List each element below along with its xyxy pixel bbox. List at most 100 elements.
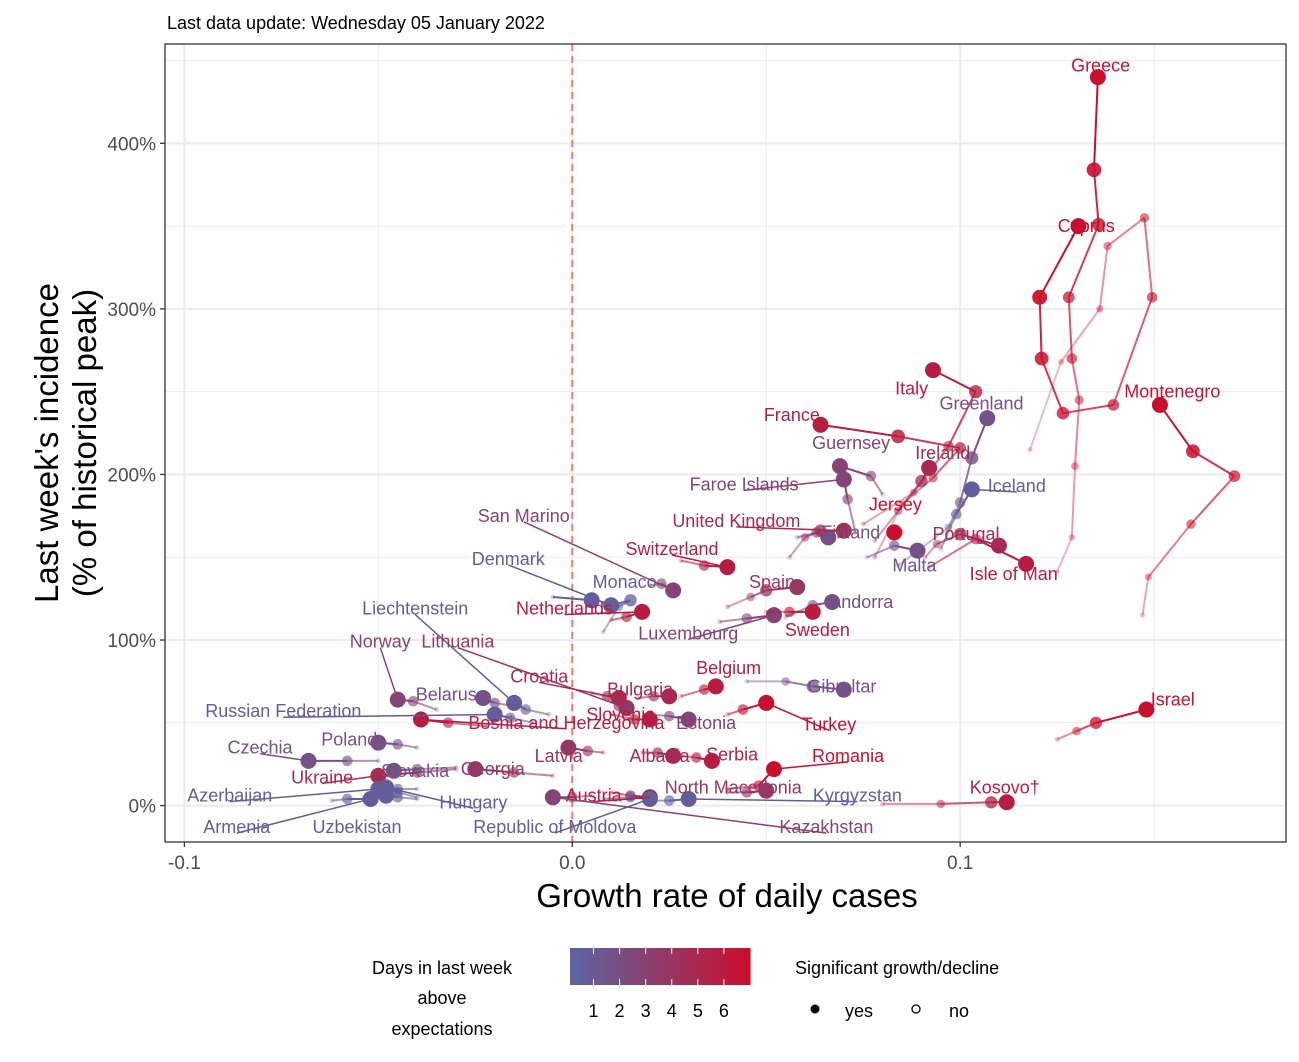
colorbar-label: 4: [667, 1001, 677, 1021]
series-point: [608, 617, 614, 623]
series-point: [392, 791, 404, 803]
series-point: [342, 755, 353, 767]
country-labels: Greece Cyprus Montenegro Italy France Greenla…: [187, 56, 1220, 838]
series-point: [969, 385, 983, 399]
country-label: North Macedonia: [665, 777, 803, 797]
y-tick-label: 100%: [107, 631, 156, 652]
series-point: [1144, 573, 1152, 581]
label-leader-line: [688, 614, 775, 641]
y-tick-label: 400%: [107, 134, 156, 155]
country-label: United Kingdom: [672, 511, 800, 531]
label-leader-line: [379, 647, 399, 700]
series-55: [378, 787, 420, 804]
series-point: [763, 609, 769, 615]
series-point: [453, 764, 459, 770]
series-segment: [1141, 576, 1150, 616]
series-10: [886, 524, 905, 541]
series-segment: [1143, 217, 1154, 298]
country-label: Faroe Islands: [690, 474, 799, 494]
series-segment: [947, 391, 977, 447]
colorbar-step: [740, 948, 746, 985]
x-tick-label: 0.1: [947, 853, 973, 874]
country-label: Republic of Moldova: [473, 817, 637, 837]
x-axis: -0.1 0.0 0.1: [168, 842, 973, 874]
series-point: [787, 554, 793, 560]
country-label: Belarus: [416, 685, 477, 705]
label-leader-line: [457, 646, 627, 709]
colorbar-step: [725, 948, 731, 985]
series-point: [414, 786, 420, 792]
series-point: [1018, 555, 1035, 572]
y-tick-label: 0%: [129, 797, 157, 818]
colorbar-step: [605, 948, 611, 985]
country-label: Georgia: [461, 759, 526, 779]
series-point: [560, 739, 577, 756]
series-point: [392, 739, 404, 750]
series-point: [691, 752, 702, 763]
series-point: [865, 470, 877, 482]
country-label: Latvia: [535, 746, 584, 766]
series-point: [954, 442, 966, 454]
series-point: [1107, 399, 1120, 411]
series-point: [724, 786, 730, 792]
series-point: [600, 629, 606, 635]
series-point: [414, 796, 420, 802]
series-point: [872, 554, 878, 560]
series-point: [1096, 305, 1104, 313]
series-point: [1089, 69, 1106, 86]
series-4: [812, 416, 966, 560]
x-axis-title: Growth rate of daily cases: [536, 877, 918, 914]
series-point: [741, 613, 753, 624]
series-point: [891, 429, 906, 444]
series-point: [546, 712, 552, 718]
country-label: Estonia: [676, 713, 737, 733]
series-segment: [959, 457, 973, 503]
series-point: [698, 684, 710, 695]
country-label: Hungary: [439, 792, 507, 812]
series-point: [1092, 217, 1106, 232]
country-label: Isle of Man: [970, 564, 1058, 584]
series-segment: [1092, 169, 1100, 225]
y-axis-title-line2: (% of historical peak): [66, 289, 103, 597]
chart-subtitle: Last data update: Wednesday 05 January 2…: [167, 13, 545, 33]
legend-yes-dot-icon: [810, 1004, 820, 1014]
colorbar-step: [645, 948, 651, 985]
series-point: [800, 533, 810, 542]
colorbar-step: [665, 948, 671, 985]
country-label: Denmark: [472, 549, 546, 569]
series-point: [504, 712, 516, 724]
series-point: [707, 678, 724, 695]
series-point: [950, 508, 962, 520]
country-label: Spain: [749, 572, 795, 592]
label-leader-line: [508, 564, 612, 606]
country-label: Bulgaria: [607, 680, 674, 700]
series-point: [998, 794, 1015, 811]
series-point: [746, 592, 756, 602]
country-label: Switzerland: [625, 539, 718, 559]
series-24: [608, 603, 651, 623]
colorbar-step: [575, 948, 581, 985]
series-segment: [448, 721, 488, 728]
series-point: [1186, 519, 1196, 529]
series-48: [467, 761, 556, 779]
series-point: [629, 714, 640, 725]
series-point: [922, 554, 928, 560]
series-segment: [932, 447, 961, 479]
colorbar-step: [620, 948, 626, 985]
colorbar-step: [680, 948, 686, 985]
series-segment: [1067, 297, 1073, 359]
country-label: Iceland: [988, 476, 1046, 496]
series-segment: [1029, 361, 1062, 450]
series-segment: [1098, 245, 1109, 310]
series-segment: [1067, 224, 1100, 298]
series-29: [635, 688, 678, 705]
series-point: [1186, 444, 1200, 459]
country-label: Armenia: [203, 817, 271, 837]
series-point: [489, 697, 501, 709]
series-point: [1056, 406, 1070, 420]
series-point: [434, 707, 440, 713]
series-point: [520, 704, 532, 715]
series-point: [1054, 736, 1060, 742]
series-point: [663, 710, 675, 722]
series-point: [1068, 534, 1076, 541]
